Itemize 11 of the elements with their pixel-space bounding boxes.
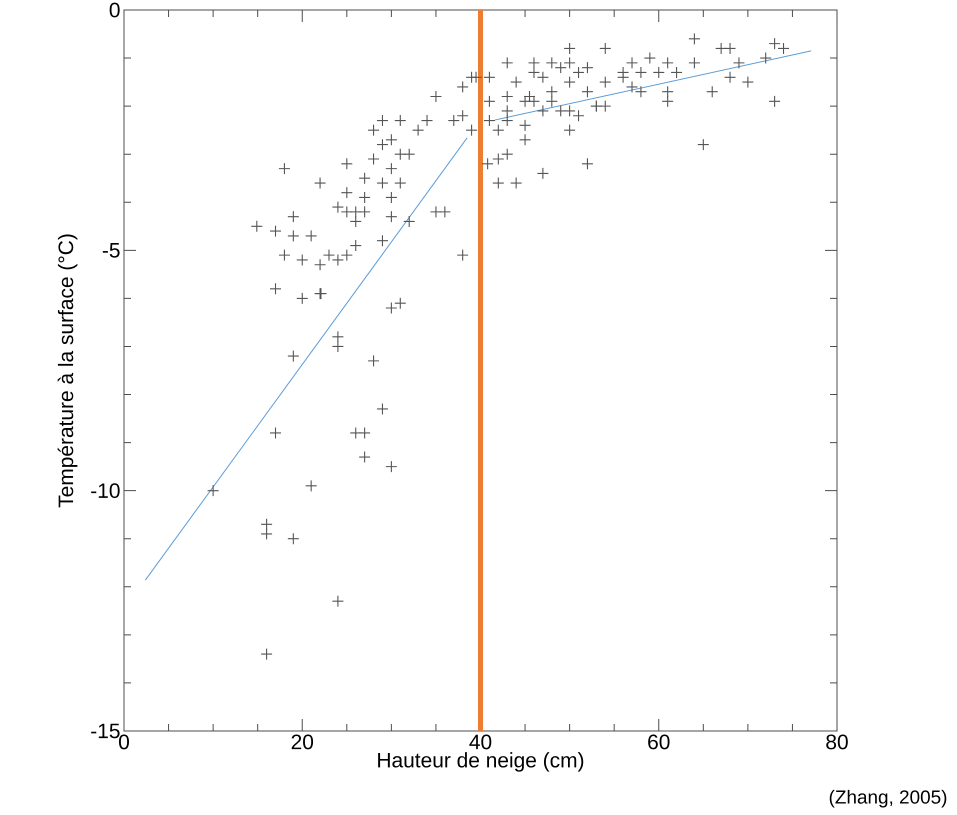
x-axis-title: Hauteur de neige (cm) <box>378 752 584 772</box>
y-axis-title: Température à la surface (°C) <box>58 234 78 508</box>
x-tick-label: 40 <box>469 734 492 750</box>
x-tick-label: 80 <box>826 734 848 750</box>
x-tick-label: 20 <box>292 734 314 750</box>
text: (Zhang, 2005) <box>830 790 946 808</box>
y-tick-label: -10 <box>91 483 120 498</box>
y-tick-label: -5 <box>102 243 120 258</box>
x-tick-label: 60 <box>648 734 670 750</box>
y-tick-label: -15 <box>91 724 120 738</box>
y-tick-label: 0 <box>110 2 120 18</box>
